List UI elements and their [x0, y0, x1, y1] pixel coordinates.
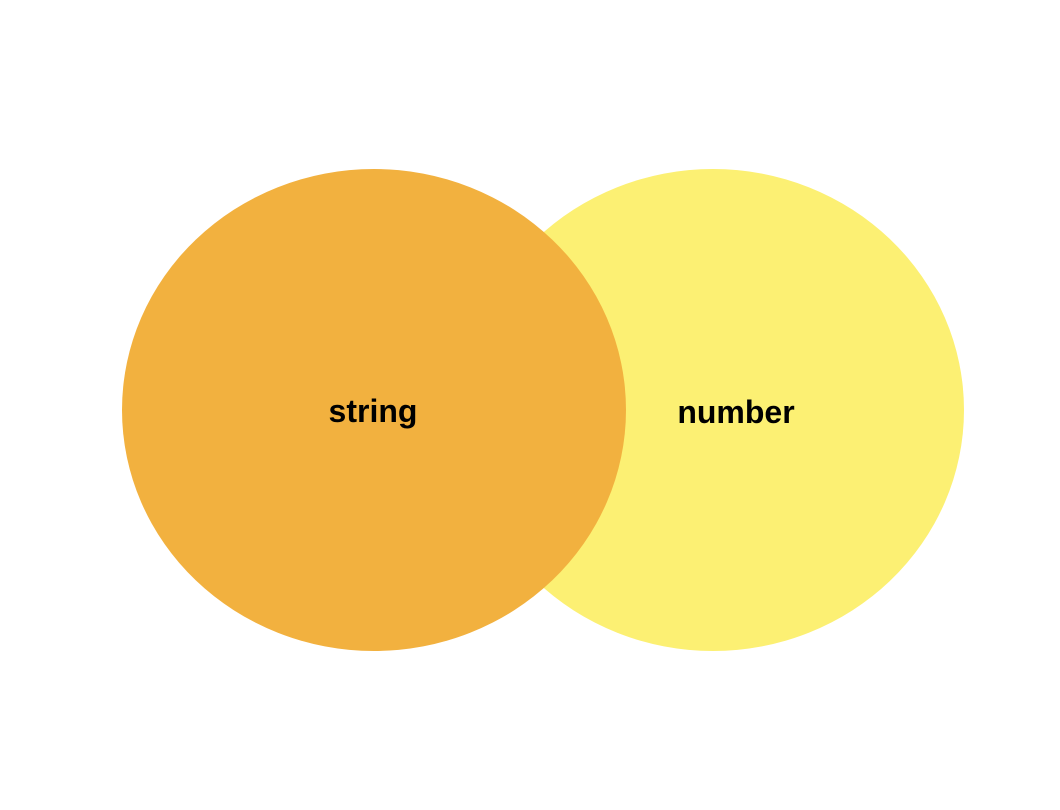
set-number-label: number [677, 394, 794, 430]
set-string-label: string [329, 393, 418, 429]
set-string-circle [122, 169, 626, 651]
